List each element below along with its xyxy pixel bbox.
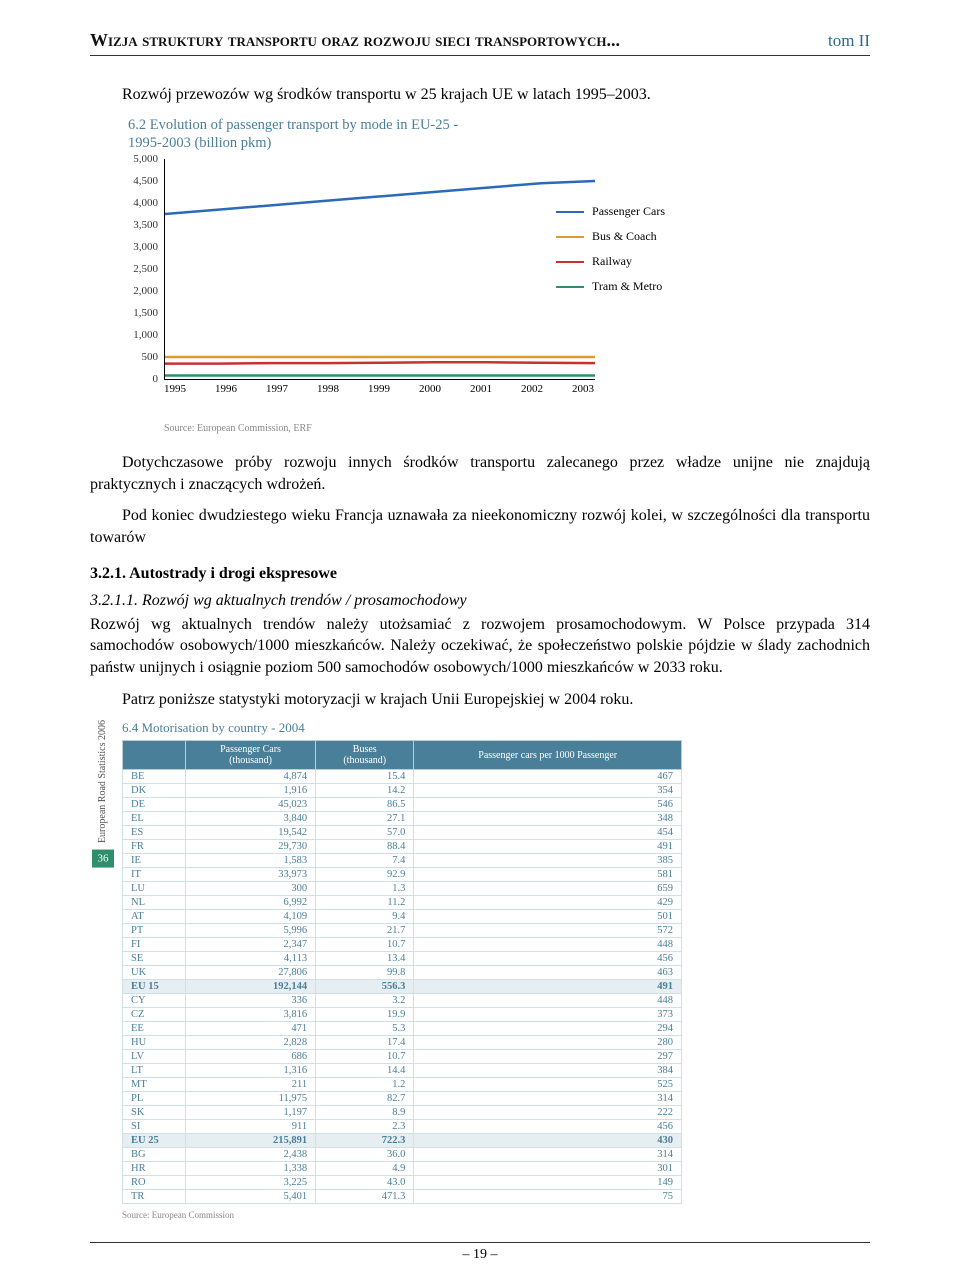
table-row: HU2,82817.4280 bbox=[123, 1036, 682, 1050]
table-row: FI2,34710.7448 bbox=[123, 938, 682, 952]
legend-item: Bus & Coach bbox=[556, 229, 665, 244]
chart-lines bbox=[165, 159, 595, 379]
chart-canvas: 5,0004,5004,0003,5003,0002,5002,0001,500… bbox=[118, 159, 678, 419]
table-row: SE4,11313.4456 bbox=[123, 952, 682, 966]
table-row: HR1,3384.9301 bbox=[123, 1162, 682, 1176]
table-title: 6.4 Motorisation by country - 2004 bbox=[122, 720, 870, 736]
table-row: PT5,99621.7572 bbox=[123, 924, 682, 938]
table-row: DK1,91614.2354 bbox=[123, 784, 682, 798]
table-area: 6.4 Motorisation by country - 2004 Passe… bbox=[122, 720, 870, 1220]
table-row: UK27,80699.8463 bbox=[123, 966, 682, 980]
spine-label: European Road Statistics 2006 bbox=[97, 720, 108, 843]
spine-page-number: 36 bbox=[92, 850, 114, 868]
table-row: CZ3,81619.9373 bbox=[123, 1008, 682, 1022]
body-p2: Pod koniec dwudziestego wieku Francja uz… bbox=[90, 505, 870, 548]
table-row: LT1,31614.4384 bbox=[123, 1064, 682, 1078]
chart-title: 6.2 Evolution of passenger transport by … bbox=[128, 116, 870, 154]
chart-source: Source: European Commission, ERF bbox=[164, 423, 870, 434]
table-row: LU3001.3659 bbox=[123, 882, 682, 896]
table-row: BG2,43836.0314 bbox=[123, 1148, 682, 1162]
header-volume: tom II bbox=[828, 31, 870, 51]
table-row: LV68610.7297 bbox=[123, 1050, 682, 1064]
table-source: Source: European Commission bbox=[122, 1210, 870, 1220]
table-row: BE4,87415.4467 bbox=[123, 770, 682, 784]
table-row: NL6,99211.2429 bbox=[123, 896, 682, 910]
table-row: EU 25215,891722.3430 bbox=[123, 1134, 682, 1148]
legend-item: Railway bbox=[556, 254, 665, 269]
table-spine: 36 European Road Statistics 2006 bbox=[90, 720, 114, 898]
chart-title-line1: 6.2 Evolution of passenger transport by … bbox=[128, 117, 458, 133]
table-row: DE45,02386.5546 bbox=[123, 798, 682, 812]
table-row: SI9112.3456 bbox=[123, 1120, 682, 1134]
legend-item: Tram & Metro bbox=[556, 279, 665, 294]
chart-y-axis: 5,0004,5004,0003,5003,0002,5002,0001,500… bbox=[118, 159, 162, 379]
table-row: EU 15192,144556.3491 bbox=[123, 980, 682, 994]
table-row: PL11,97582.7314 bbox=[123, 1092, 682, 1106]
intro-paragraph: Rozwój przewozów wg środków transportu w… bbox=[90, 84, 870, 106]
body-p1: Dotychczasowe próby rozwoju innych środk… bbox=[90, 452, 870, 495]
table-row: CY3363.2448 bbox=[123, 994, 682, 1008]
section-heading: 3.2.1. Autostrady i drogi ekspresowe bbox=[90, 563, 870, 585]
page-number: – 19 – bbox=[463, 1247, 498, 1262]
table-row: RO3,22543.0149 bbox=[123, 1176, 682, 1190]
table-row: AT4,1099.4501 bbox=[123, 910, 682, 924]
chart-x-axis: 199519961997199819992000200120022003 bbox=[164, 383, 594, 395]
table-row: EE4715.3294 bbox=[123, 1022, 682, 1036]
legend-item: Passenger Cars bbox=[556, 204, 665, 219]
table-row: IT33,97392.9581 bbox=[123, 868, 682, 882]
table-row: SK1,1978.9222 bbox=[123, 1106, 682, 1120]
chart-6-2: 6.2 Evolution of passenger transport by … bbox=[90, 116, 870, 435]
table-row: IE1,5837.4385 bbox=[123, 854, 682, 868]
subsection-heading: 3.2.1.1. Rozwój wg aktualnych trendów / … bbox=[90, 590, 870, 612]
table-row: FR29,73088.4491 bbox=[123, 840, 682, 854]
page-header: Wizja struktury transportu oraz rozwoju … bbox=[90, 30, 870, 56]
motorisation-table: Passenger Cars (thousand)Buses (thousand… bbox=[122, 740, 682, 1204]
body-p3: Rozwój wg aktualnych trendów należy utoż… bbox=[90, 614, 870, 679]
chart-title-line2: 1995-2003 (billion pkm) bbox=[128, 135, 271, 151]
page-footer: – 19 – bbox=[90, 1242, 870, 1263]
table-6-4-block: 36 European Road Statistics 2006 6.4 Mot… bbox=[90, 720, 870, 1220]
table-row: EL3,84027.1348 bbox=[123, 812, 682, 826]
header-title: Wizja struktury transportu oraz rozwoju … bbox=[90, 30, 828, 51]
body-p4: Patrz poniższe statystyki motoryzacji w … bbox=[90, 689, 870, 711]
table-row: TR5,401471.375 bbox=[123, 1190, 682, 1204]
table-row: ES19,54257.0454 bbox=[123, 826, 682, 840]
chart-plot-area: Passenger CarsBus & CoachRailwayTram & M… bbox=[164, 159, 595, 380]
table-row: MT2111.2525 bbox=[123, 1078, 682, 1092]
chart-legend: Passenger Cars Bus & Coach Railway Tram & M… bbox=[556, 204, 665, 304]
page: Wizja struktury transportu oraz rozwoju … bbox=[0, 0, 960, 1283]
